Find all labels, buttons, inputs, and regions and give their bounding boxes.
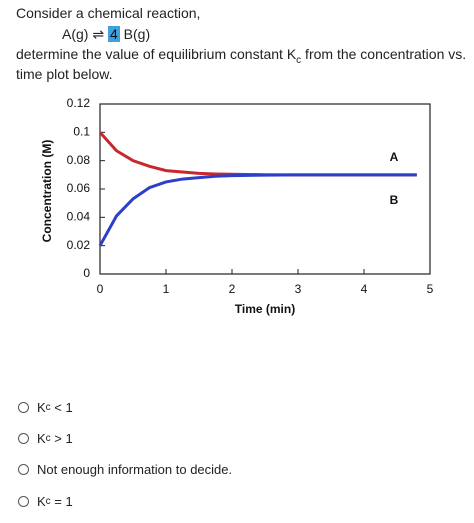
y-tick-label: 0.12 bbox=[67, 96, 91, 110]
y-tick-label: 0.08 bbox=[67, 153, 91, 167]
intro: Consider a chemical reaction, bbox=[16, 5, 201, 21]
x-tick-label: 0 bbox=[97, 282, 104, 296]
x-tick-label: 5 bbox=[427, 282, 434, 296]
option-text: > 1 bbox=[50, 431, 73, 446]
x-tick-label: 2 bbox=[229, 282, 236, 296]
subscript: c bbox=[296, 54, 302, 66]
option-text: K bbox=[37, 431, 46, 446]
eq-coefficient: 4 bbox=[107, 26, 120, 42]
series-label: A bbox=[390, 150, 399, 164]
option-text: Not enough information to decide. bbox=[37, 462, 233, 477]
radio[interactable] bbox=[18, 496, 29, 507]
option-text: c bbox=[45, 402, 51, 413]
option-text: K bbox=[37, 494, 46, 509]
radio[interactable] bbox=[18, 464, 29, 475]
equation: A(g) ⇌ 4 B(g) bbox=[62, 26, 150, 43]
x-tick-label: 4 bbox=[361, 282, 368, 296]
option-text: < 1 bbox=[50, 400, 73, 415]
x-tick-label: 1 bbox=[163, 282, 170, 296]
option-text: = 1 bbox=[50, 494, 73, 509]
prompt-end: time plot below. bbox=[16, 66, 113, 82]
series-line bbox=[98, 173, 417, 247]
y-tick-label: 0.06 bbox=[67, 181, 91, 195]
chart: 0 0.02 0.04 0.06 0.08 0.1 0.12 0 1 2 3 4 5 Time (min)… bbox=[40, 96, 434, 316]
option-text: c bbox=[45, 496, 51, 507]
y-tick-label: 0.02 bbox=[67, 238, 91, 252]
prompt-text: from the concentration vs. bbox=[301, 46, 467, 62]
option-text: c bbox=[45, 433, 51, 444]
y-axis-label: Concentration (M) bbox=[40, 140, 54, 243]
option-text: K bbox=[37, 400, 46, 415]
prompt-text: determine the value of equilibrium const… bbox=[16, 46, 297, 62]
option[interactable]: Not enough information to decide. bbox=[18, 462, 232, 477]
eq-part: A(g) ⇌ bbox=[62, 26, 108, 42]
x-axis-label: Time (min) bbox=[235, 302, 295, 316]
radio[interactable] bbox=[18, 402, 29, 413]
y-tick-label: 0.04 bbox=[67, 210, 91, 224]
y-tick-label: 0.1 bbox=[73, 125, 90, 139]
radio[interactable] bbox=[18, 433, 29, 444]
prompt: determine the value of equilibrium const… bbox=[16, 46, 466, 66]
y-tick-label: 0 bbox=[83, 266, 90, 280]
series-line bbox=[98, 131, 417, 177]
eq-part: B(g) bbox=[119, 26, 151, 42]
x-tick-label: 3 bbox=[295, 282, 302, 296]
series-label: B bbox=[390, 193, 399, 207]
